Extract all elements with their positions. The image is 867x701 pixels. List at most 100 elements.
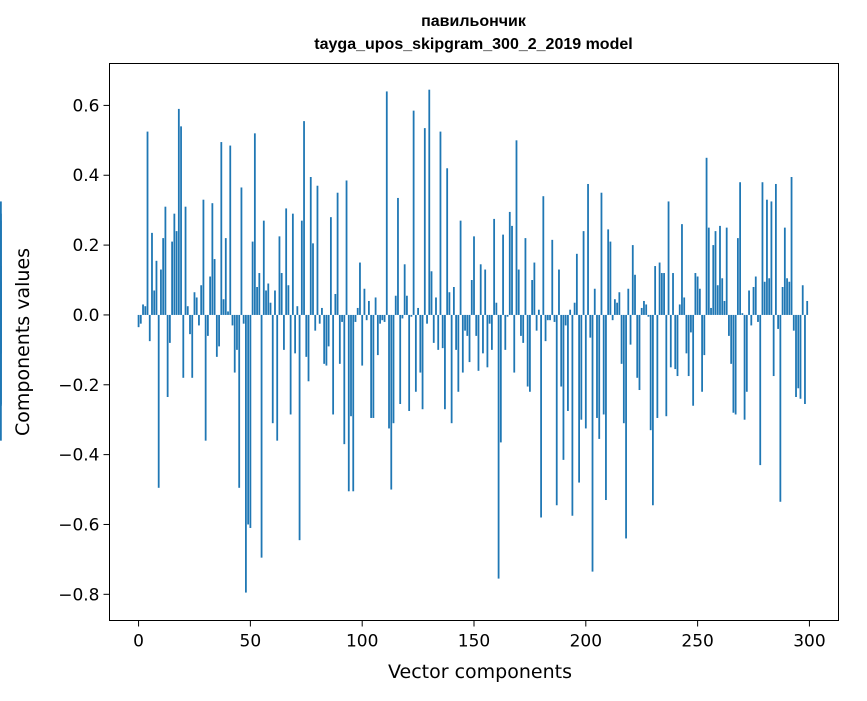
bar [797,314,800,389]
bar [598,314,601,439]
y-axis-label: Components values [12,248,34,436]
bar [540,314,542,518]
x-axis-ticks: 0 50 100 150 200 250 300 [133,620,826,652]
bar [374,297,377,315]
bar [461,314,464,373]
bar [584,314,587,429]
bar [558,269,560,315]
bar [795,314,797,398]
bar [296,306,299,315]
bar [535,314,538,331]
bar [426,314,428,324]
bar [414,314,417,392]
bar [806,300,809,315]
bar [484,269,487,315]
bar [204,314,207,441]
y-axis-ticks: −0.8 −0.6 −0.4 −0.2 0.0 0.2 0.4 0.6 [58,96,110,605]
bar [660,273,663,315]
bar [198,314,200,326]
bar [146,131,149,315]
bar [334,293,337,315]
bar [437,314,440,350]
bar [394,295,397,315]
bar [571,314,574,516]
bar [236,314,238,350]
bar [191,314,194,378]
bar [477,314,480,371]
bar [220,142,223,315]
bar [674,314,677,370]
bar [788,281,791,315]
x-axis-label: Vector components [388,661,572,683]
bar [799,314,802,399]
bar [569,309,572,315]
bar [638,314,641,391]
bar [298,314,301,541]
bar [455,314,458,350]
x-tick-label: 250 [681,632,713,652]
y-tick-label: −0.4 [58,446,99,466]
bar [446,168,449,315]
bar [265,290,267,315]
bar [669,314,672,368]
bar [723,300,726,315]
bar [721,278,724,315]
bar [363,288,366,315]
bar [283,314,285,350]
x-tick-label: 50 [240,632,262,652]
bar [654,266,657,315]
bar [421,314,424,410]
bar [482,314,484,354]
bar [804,314,806,404]
bar [224,238,227,315]
bar [763,281,766,315]
bar [177,108,180,315]
bar [725,227,728,315]
bar [529,314,531,392]
bar [385,91,388,315]
bar [399,314,402,404]
bar [468,314,471,363]
bar [705,157,708,315]
bar [517,269,520,315]
bar [352,314,355,492]
bar [354,314,357,322]
bar [289,314,292,415]
bar [211,203,214,315]
bar [142,304,144,315]
bar [761,182,764,315]
bar [233,314,236,373]
bar [672,273,674,315]
bar [524,238,527,315]
bar [390,314,393,490]
bar [575,253,578,315]
bar [240,187,243,315]
bar [435,297,437,315]
bar [397,197,399,315]
bar [544,314,547,342]
bar [325,314,328,366]
bar [406,295,408,315]
bar [681,224,683,315]
bar [209,276,212,315]
bar [736,238,739,315]
bar [502,234,504,315]
bar [417,307,419,315]
bar [683,297,686,315]
bar [625,314,627,539]
bar [634,274,636,315]
bar [491,314,493,350]
bar [473,236,475,315]
bar [307,314,310,382]
y-tick-label: 0.4 [72,166,99,186]
bar [522,314,525,343]
bar [312,243,314,315]
y-tick-label: 0.0 [72,306,99,326]
bar [222,299,225,315]
bar [432,314,435,343]
bar [184,206,187,315]
bar [665,314,668,417]
bar [189,314,191,335]
bar [730,314,733,364]
bar [707,227,710,315]
